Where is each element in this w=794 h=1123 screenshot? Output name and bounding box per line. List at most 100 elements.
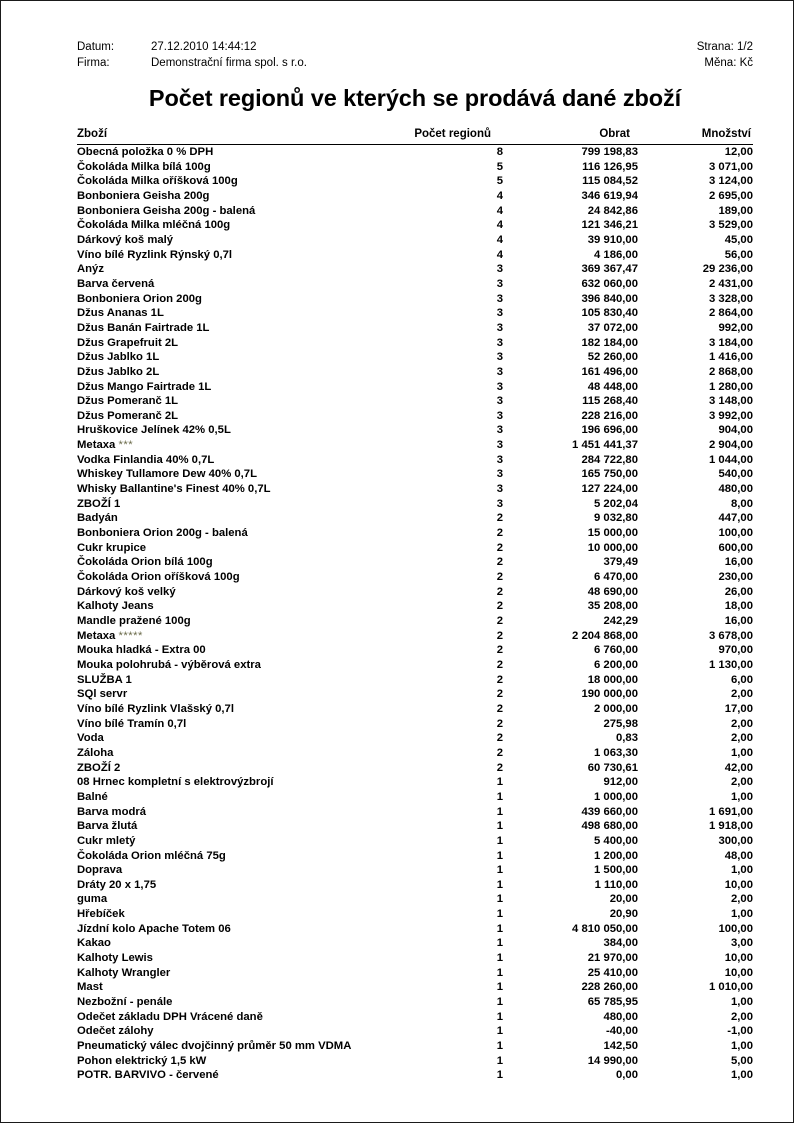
cell-quantity: 2 864,00	[709, 307, 753, 320]
table-row[interactable]: Anýz 3 369 367,47 29 236,00	[77, 262, 753, 277]
cell-quantity: 2,00	[731, 893, 753, 906]
cell-product-name: Whiskey Tullamore Dew 40% 0,7L	[77, 468, 257, 481]
table-row[interactable]: Víno bílé Ryzlink Vlašský 0,7l 2 2 000,00 1…	[77, 702, 753, 717]
table-row[interactable]: Džus Mango Fairtrade 1L 3 48 448,00 1 280,0…	[77, 380, 753, 395]
table-row[interactable]: Čokoláda Orion bílá 100g 2 379,49 16,00	[77, 555, 753, 570]
meta-row-company: Firma: Demonstrační firma spol. s r.o.	[77, 55, 753, 71]
table-row[interactable]: Pohon elektrický 1,5 kW 1 14 990,00 5,00	[77, 1054, 753, 1069]
table-row[interactable]: guma 1 20,00 2,00	[77, 892, 753, 907]
table-row[interactable]: Balné 1 1 000,00 1,00	[77, 790, 753, 805]
table-row[interactable]: Barva žlutá 1 498 680,00 1 918,00	[77, 819, 753, 834]
table-row[interactable]: SLUŽBA 1 2 18 000,00 6,00	[77, 673, 753, 688]
table-row[interactable]: SQl servr 2 190 000,00 2,00	[77, 687, 753, 702]
table-row[interactable]: Víno bílé Tramín 0,7l 2 275,98 2,00	[77, 717, 753, 732]
table-row[interactable]: Čokoláda Orion mléčná 75g 1 1 200,00 48,00	[77, 849, 753, 864]
cell-product-name: POTR. BARVIVO - červené	[77, 1069, 219, 1082]
cell-quantity: 12,00	[724, 146, 753, 158]
table-row[interactable]: Víno bílé Ryzlink Rýnský 0,7l 4 4 186,00 56…	[77, 248, 753, 263]
table-row[interactable]: Mast 1 228 260,00 1 010,00	[77, 980, 753, 995]
cell-turnover: 912,00	[603, 776, 638, 789]
cell-turnover: 18 000,00	[587, 673, 638, 686]
table-row[interactable]: Bonboniera Geisha 200g - balená 4 24 842,8…	[77, 204, 753, 219]
cell-region-count: 3	[496, 409, 503, 422]
table-row[interactable]: Bonboniera Orion 200g 3 396 840,00 3 328,00	[77, 292, 753, 307]
table-row[interactable]: Čokoláda Milka mléčná 100g 4 121 346,21 3 5…	[77, 218, 753, 233]
table-row[interactable]: Džus Pomeranč 1L 3 115 268,40 3 148,00	[77, 394, 753, 409]
cell-product-name: Džus Pomeranč 1L	[77, 395, 179, 408]
cell-region-count: 4	[496, 204, 503, 217]
cell-product-name: Pneumatický válec dvojčinný průměr 50 mm…	[77, 1040, 352, 1053]
cell-quantity: 540,00	[718, 468, 753, 481]
table-row[interactable]: Mandle pražené 100g 2 242,29 16,00	[77, 614, 753, 629]
table-row[interactable]: POTR. BARVIVO - červené 1 0,00 1,00	[77, 1068, 753, 1083]
cell-quantity: 45,00	[724, 233, 753, 246]
table-row[interactable]: Cukr krupice 2 10 000,00 600,00	[77, 541, 753, 556]
cell-product-name: Čokoláda Orion mléčná 75g	[77, 849, 226, 862]
product-name-stars: ***	[118, 439, 134, 452]
table-row[interactable]: ZBOŽÍ 1 3 5 202,04 8,00	[77, 497, 753, 512]
table-row[interactable]: Dárkový koš velký 2 48 690,00 26,00	[77, 585, 753, 600]
table-row[interactable]: Kakao 1 384,00 3,00	[77, 936, 753, 951]
table-row[interactable]: Kalhoty Wrangler 1 25 410,00 10,00	[77, 966, 753, 981]
cell-region-count: 1	[496, 1054, 503, 1067]
cell-region-count: 4	[496, 248, 503, 261]
table-row[interactable]: Čokoláda Milka oříšková 100g 5 115 084,52 3…	[77, 174, 753, 189]
cell-quantity: 1 130,00	[709, 658, 753, 671]
cell-quantity: 1 280,00	[709, 380, 753, 393]
table-row[interactable]: Odečet zálohy 1 -40,00 -1,00	[77, 1024, 753, 1039]
table-row[interactable]: Badyán 2 9 032,80 447,00	[77, 511, 753, 526]
table-row[interactable]: Pneumatický válec dvojčinný průměr 50 mm…	[77, 1039, 753, 1054]
cell-region-count: 2	[496, 541, 503, 554]
table-row[interactable]: Čokoláda Milka bílá 100g 5 116 126,95 3 071…	[77, 160, 753, 175]
table-row[interactable]: Jízdní kolo Apache Totem 06 1 4 810 050,00…	[77, 922, 753, 937]
table-row[interactable]: Hruškovice Jelínek 42% 0,5L 3 196 696,00 90…	[77, 423, 753, 438]
cell-turnover: 0,00	[616, 1069, 638, 1082]
cell-region-count: 3	[496, 395, 503, 408]
cell-turnover: 48 448,00	[587, 380, 638, 393]
table-row[interactable]: Džus Jablko 2L 3 161 496,00 2 868,00	[77, 365, 753, 380]
table-row[interactable]: Bonboniera Geisha 200g 4 346 619,94 2 695,0…	[77, 189, 753, 204]
table-row[interactable]: Džus Ananas 1L 3 105 830,40 2 864,00	[77, 306, 753, 321]
table-row[interactable]: Dárkový koš malý 4 39 910,00 45,00	[77, 233, 753, 248]
table-row[interactable]: Voda 2 0,83 2,00	[77, 731, 753, 746]
table-row[interactable]: Mouka hladká - Extra 00 2 6 760,00 970,00	[77, 643, 753, 658]
table-row[interactable]: Doprava 1 1 500,00 1,00	[77, 863, 753, 878]
table-row[interactable]: Džus Pomeranč 2L 3 228 216,00 3 992,00	[77, 409, 753, 424]
table-row[interactable]: Bonboniera Orion 200g - balená 2 15 000,00…	[77, 526, 753, 541]
cell-turnover: 60 730,61	[587, 761, 638, 774]
cell-quantity: 100,00	[718, 922, 753, 935]
table-row[interactable]: Barva modrá 1 439 660,00 1 691,00	[77, 805, 753, 820]
table-row[interactable]: Obecná položka 0 % DPH 8 799 198,83 12,00	[77, 145, 753, 160]
table-row[interactable]: Džus Jablko 1L 3 52 260,00 1 416,00	[77, 350, 753, 365]
table-row[interactable]: ZBOŽÍ 2 2 60 730,61 42,00	[77, 761, 753, 776]
table-row[interactable]: Whiskey Tullamore Dew 40% 0,7L 3 165 750,0…	[77, 467, 753, 482]
table-row[interactable]: Čokoláda Orion oříšková 100g 2 6 470,00 230…	[77, 570, 753, 585]
date-value: 27.12.2010 14:44:12	[151, 41, 257, 53]
cell-quantity: 16,00	[724, 556, 753, 569]
table-row[interactable]: Barva červená 3 632 060,00 2 431,00	[77, 277, 753, 292]
cell-turnover: 1 000,00	[594, 790, 638, 803]
table-row[interactable]: Kalhoty Jeans 2 35 208,00 18,00	[77, 599, 753, 614]
cell-quantity: 3 529,00	[709, 219, 753, 232]
cell-product-name: Džus Mango Fairtrade 1L	[77, 380, 212, 393]
table-row[interactable]: Nezbožní - penále 1 65 785,95 1,00	[77, 995, 753, 1010]
table-row[interactable]: Whisky Ballantine's Finest 40% 0,7L 3 127 …	[77, 482, 753, 497]
table-row[interactable]: Záloha 2 1 063,30 1,00	[77, 746, 753, 761]
table-row[interactable]: 08 Hrnec kompletní s elektrovýzbrojí 1 912…	[77, 775, 753, 790]
cell-region-count: 3	[496, 292, 503, 305]
table-row[interactable]: Džus Grapefruit 2L 3 182 184,00 3 184,00	[77, 336, 753, 351]
cell-region-count: 3	[496, 439, 503, 452]
table-row[interactable]: Metaxa *** 3 1 451 441,37 2 904,00	[77, 438, 753, 453]
table-row[interactable]: Dráty 20 x 1,75 1 1 110,00 10,00	[77, 878, 753, 893]
table-row[interactable]: Cukr mletý 1 5 400,00 300,00	[77, 834, 753, 849]
table-row[interactable]: Kalhoty Lewis 1 21 970,00 10,00	[77, 951, 753, 966]
table-row[interactable]: Odečet základu DPH Vrácené daně 1 480,00 2,…	[77, 1010, 753, 1025]
table-row[interactable]: Hřebíček 1 20,90 1,00	[77, 907, 753, 922]
table-row[interactable]: Metaxa ***** 2 2 204 868,00 3 678,00	[77, 629, 753, 644]
cell-product-name: Hruškovice Jelínek 42% 0,5L	[77, 424, 231, 437]
table-row[interactable]: Mouka polohrubá - výběrová extra 2 6 200,0…	[77, 658, 753, 673]
cell-region-count: 5	[496, 160, 503, 173]
table-row[interactable]: Vodka Finlandia 40% 0,7L 3 284 722,80 1 044…	[77, 453, 753, 468]
table-row[interactable]: Džus Banán Fairtrade 1L 3 37 072,00 992,00	[77, 321, 753, 336]
cell-product-name: ZBOŽÍ 1	[77, 497, 121, 510]
